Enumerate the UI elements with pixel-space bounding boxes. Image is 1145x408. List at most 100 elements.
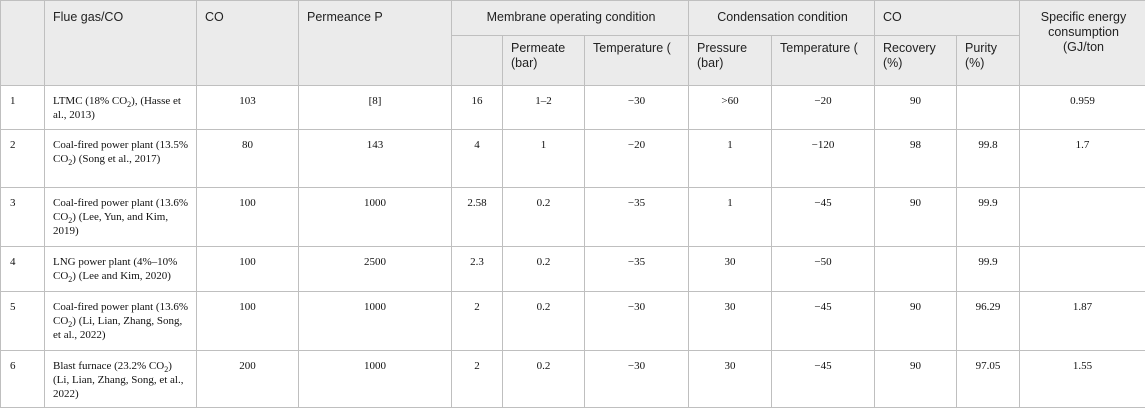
cell-temp-condensation: −20 [772,86,875,130]
cell-temp-condensation: −45 [772,292,875,351]
header-condensation-condition: Condensation condition [689,1,875,36]
cell-recovery: 90 [875,86,957,130]
cell-pressure: 30 [689,292,772,351]
cell-recovery: 90 [875,292,957,351]
source-text-pre: LTMC (18% CO [53,95,127,107]
cell-index: 1 [1,86,45,130]
cell-recovery: 90 [875,351,957,408]
table-row: 4 LNG power plant (4%–10% CO2) (Lee and … [1,247,1145,292]
header-pressure: Pressure (bar) [689,36,772,86]
table-body: 1 LTMC (18% CO2), (Hasse et al., 2013) 1… [1,86,1145,408]
cell-temp-membrane: −20 [585,130,689,188]
cell-index: 4 [1,247,45,292]
cell-energy [1020,188,1145,247]
cell-membrane: 16 [452,86,503,130]
cell-recovery: 98 [875,130,957,188]
cell-energy: 1.55 [1020,351,1145,408]
header-permeate: Permeate (bar) [503,36,585,86]
cell-membrane: 2 [452,292,503,351]
cell-permeate: 1 [503,130,585,188]
header-row-1: Flue gas/CO CO Permeance P Membrane oper… [1,1,1145,36]
header-co: CO [197,1,299,86]
source-text-post: ) (Li, Lian, Zhang, Song, et al., 2022) [53,315,182,341]
cell-source: Coal-fired power plant (13.5% CO2) (Song… [45,130,197,188]
cell-membrane: 2.58 [452,188,503,247]
header-purity: Purity (%) [957,36,1020,86]
table-row: 6 Blast furnace (23.2% CO2) (Li, Lian, Z… [1,351,1145,408]
cell-membrane: 4 [452,130,503,188]
source-text-post: ) (Song et al., 2017) [72,153,160,165]
cell-purity: 96.29 [957,292,1020,351]
cell-pressure: 1 [689,130,772,188]
cell-source: LNG power plant (4%–10% CO2) (Lee and Ki… [45,247,197,292]
cell-purity: 99.9 [957,247,1020,292]
cell-permeance: 1000 [299,351,452,408]
header-temperature-membrane: Temperature ( [585,36,689,86]
cell-permeance: 1000 [299,188,452,247]
cell-co: 200 [197,351,299,408]
cell-permeate: 0.2 [503,188,585,247]
cell-temp-condensation: −50 [772,247,875,292]
cell-index: 2 [1,130,45,188]
cell-recovery: 90 [875,188,957,247]
cell-co: 103 [197,86,299,130]
cell-energy [1020,247,1145,292]
table-header: Flue gas/CO CO Permeance P Membrane oper… [1,1,1145,86]
cell-energy: 0.959 [1020,86,1145,130]
cell-permeance: 2500 [299,247,452,292]
cell-permeance: 1000 [299,292,452,351]
cell-temp-condensation: −120 [772,130,875,188]
cell-index: 6 [1,351,45,408]
cell-purity: 99.9 [957,188,1020,247]
cell-permeance: 143 [299,130,452,188]
cell-index: 5 [1,292,45,351]
header-permeance: Permeance P [299,1,452,86]
cell-pressure: 1 [689,188,772,247]
source-text-post: ) (Lee, Yun, and Kim, 2019) [53,211,168,237]
cell-temp-membrane: −30 [585,292,689,351]
cell-permeance: [8] [299,86,452,130]
cell-purity: 97.05 [957,351,1020,408]
cell-purity: 99.8 [957,130,1020,188]
cell-membrane: 2.3 [452,247,503,292]
cell-permeate: 0.2 [503,351,585,408]
cell-purity [957,86,1020,130]
source-text-post: ) (Lee and Kim, 2020) [72,270,171,282]
cell-index: 3 [1,188,45,247]
cell-energy: 1.87 [1020,292,1145,351]
cell-temp-membrane: −30 [585,351,689,408]
table-row: 5 Coal-fired power plant (13.6% CO2) (Li… [1,292,1145,351]
cell-temp-membrane: −35 [585,188,689,247]
cell-source: Blast furnace (23.2% CO2) (Li, Lian, Zha… [45,351,197,408]
table-row: 2 Coal-fired power plant (13.5% CO2) (So… [1,130,1145,188]
cell-source: LTMC (18% CO2), (Hasse et al., 2013) [45,86,197,130]
cell-source: Coal-fired power plant (13.6% CO2) (Li, … [45,292,197,351]
table-row: 1 LTMC (18% CO2), (Hasse et al., 2013) 1… [1,86,1145,130]
cell-membrane: 2 [452,351,503,408]
cell-temp-membrane: −35 [585,247,689,292]
cell-co: 80 [197,130,299,188]
cell-co: 100 [197,188,299,247]
header-membrane-condition: Membrane operating condition [452,1,689,36]
cell-pressure: 30 [689,351,772,408]
cell-energy: 1.7 [1020,130,1145,188]
header-recovery: Recovery (%) [875,36,957,86]
cell-permeate: 1–2 [503,86,585,130]
header-co-group: CO [875,1,1020,36]
cell-pressure: >60 [689,86,772,130]
cell-temp-condensation: −45 [772,188,875,247]
header-membrane-blank [452,36,503,86]
cell-co: 100 [197,247,299,292]
cell-co: 100 [197,292,299,351]
table-row: 3 Coal-fired power plant (13.6% CO2) (Le… [1,188,1145,247]
cell-permeate: 0.2 [503,292,585,351]
cell-temp-membrane: −30 [585,86,689,130]
cell-permeate: 0.2 [503,247,585,292]
header-index [1,1,45,86]
cell-pressure: 30 [689,247,772,292]
header-temperature-condensation: Temperature ( [772,36,875,86]
header-specific-energy: Specific energy consumption (GJ/ton [1020,1,1145,86]
source-text-pre: Blast furnace (23.2% CO [53,360,164,372]
header-flue-gas: Flue gas/CO [45,1,197,86]
